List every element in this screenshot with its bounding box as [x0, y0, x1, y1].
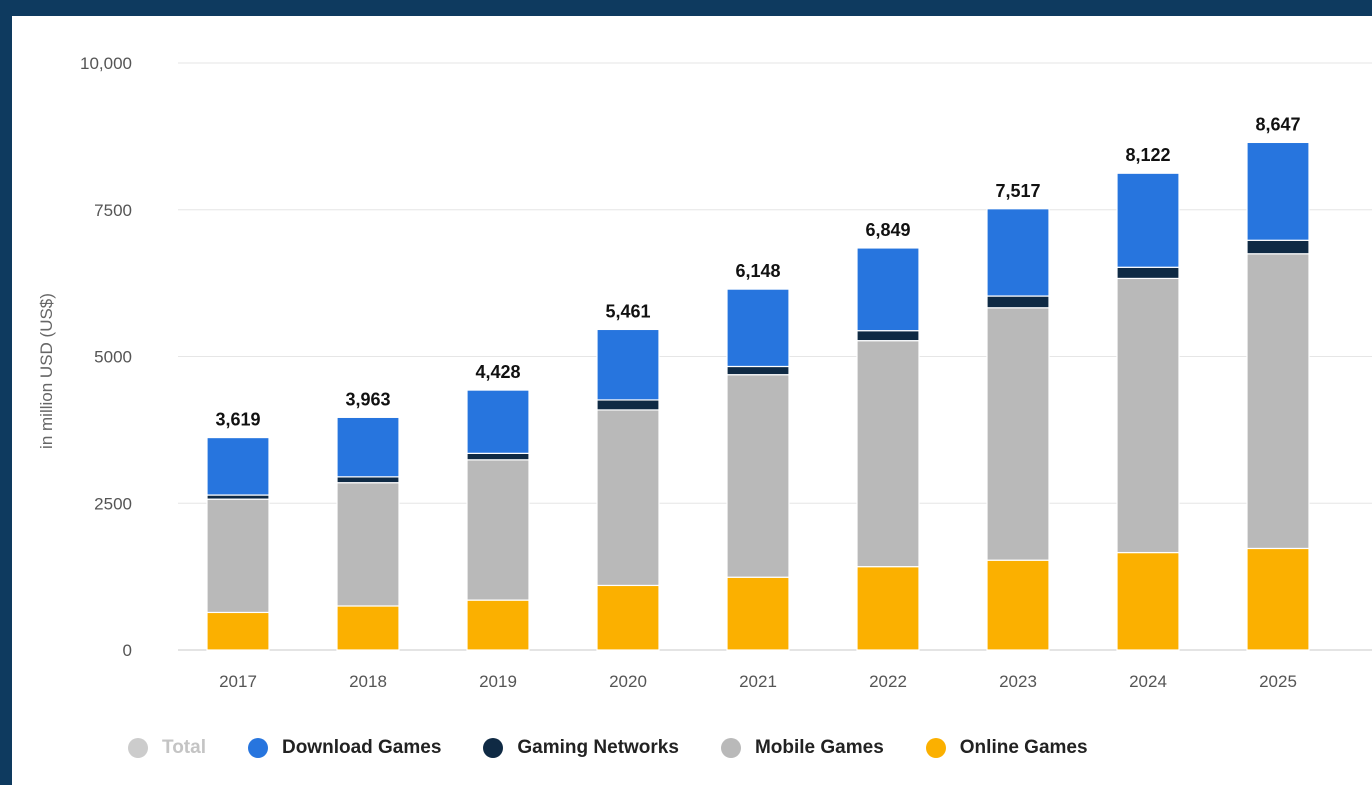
total-value-label: 4,428 — [475, 362, 520, 382]
legend-dot-icon — [925, 738, 946, 758]
bar-segment-download-games — [856, 247, 920, 332]
bar-segment-gaming-networks — [206, 494, 270, 500]
x-tick-label: 2019 — [479, 672, 517, 691]
bar-segment-online-games — [206, 611, 270, 651]
total-value-label: 3,963 — [345, 389, 390, 409]
bar-stack — [1246, 141, 1310, 651]
legend-label: Download Games — [281, 737, 442, 758]
legend-item-mobile-games[interactable]: Mobile Games — [720, 737, 884, 759]
bar-segment-gaming-networks — [726, 365, 790, 376]
bar-segment-gaming-networks — [1246, 239, 1310, 255]
bar-stack — [1116, 172, 1180, 651]
y-tick-label: 5000 — [94, 348, 132, 367]
legend-label: Online Games — [959, 737, 1088, 758]
bar-segment-download-games — [206, 436, 270, 496]
bar-segment-mobile-games — [336, 482, 400, 607]
bar-segment-download-games — [986, 208, 1050, 297]
bar-segment-mobile-games — [856, 340, 920, 568]
bar-segment-mobile-games — [466, 459, 530, 601]
x-tick-label: 2023 — [999, 672, 1037, 691]
bar-segment-gaming-networks — [1116, 266, 1180, 280]
x-tick-label: 2017 — [219, 672, 257, 691]
bar-segment-online-games — [856, 566, 920, 651]
total-value-label: 5,461 — [605, 301, 650, 321]
total-value-label: 8,647 — [1255, 114, 1300, 134]
y-axis-ticks: 0 2500 5000 7500 10,000 — [80, 54, 132, 660]
bar-segment-online-games — [1116, 551, 1180, 651]
total-value-label: 8,122 — [1125, 145, 1170, 165]
bar-segment-online-games — [596, 584, 660, 651]
legend-dot-icon — [483, 738, 504, 758]
bars — [206, 141, 1310, 651]
bar-segment-gaming-networks — [596, 399, 660, 411]
y-tick-label: 7500 — [94, 201, 132, 220]
bar-segment-gaming-networks — [986, 295, 1050, 309]
legend-label: Mobile Games — [754, 737, 884, 758]
bar-stack — [726, 288, 790, 651]
bar-segment-download-games — [336, 416, 400, 478]
bar-segment-online-games — [466, 599, 530, 651]
bar-segment-online-games — [336, 605, 400, 651]
legend-item-download-games[interactable]: Download Games — [247, 737, 442, 759]
total-value-label: 6,148 — [735, 261, 780, 281]
legend-label: Gaming Networks — [517, 737, 679, 758]
y-tick-label: 0 — [123, 641, 132, 660]
bar-stack — [336, 416, 400, 651]
bar-segment-download-games — [1116, 172, 1180, 268]
total-value-label: 6,849 — [865, 220, 910, 240]
bar-segment-mobile-games — [1246, 253, 1310, 550]
y-tick-label: 2500 — [94, 494, 132, 513]
x-tick-label: 2025 — [1259, 672, 1297, 691]
x-tick-label: 2018 — [349, 672, 387, 691]
legend-dot-icon — [247, 738, 268, 758]
y-axis-label: in million USD (US$) — [37, 293, 56, 449]
legend-label: Total — [162, 737, 206, 758]
x-tick-label: 2020 — [609, 672, 647, 691]
bar-segment-download-games — [596, 328, 660, 401]
bar-segment-mobile-games — [726, 374, 790, 578]
legend-item-online-games[interactable]: Online Games — [925, 737, 1088, 759]
bar-segment-mobile-games — [1116, 277, 1180, 554]
x-tick-label: 2022 — [869, 672, 907, 691]
bar-stack — [986, 208, 1050, 651]
legend-dot-icon — [128, 738, 148, 758]
bar-segment-gaming-networks — [856, 330, 920, 342]
x-axis-ticks: 2017 2018 2019 2020 2021 2022 2023 2024 2025 — [219, 672, 1297, 691]
total-labels: 3,619 3,963 4,428 5,461 6,148 6,849 7,517 8,122… — [215, 114, 1300, 429]
bar-stack — [206, 436, 270, 651]
legend-item-gaming-networks[interactable]: Gaming Networks — [483, 737, 679, 759]
bar-segment-mobile-games — [986, 307, 1050, 561]
bar-segment-online-games — [1246, 547, 1310, 651]
bar-segment-gaming-networks — [336, 476, 400, 484]
bar-segment-download-games — [1246, 141, 1310, 241]
legend-item-total[interactable]: Total — [128, 737, 206, 759]
bar-segment-online-games — [986, 559, 1050, 651]
bar-segment-mobile-games — [206, 498, 270, 614]
bar-segment-download-games — [466, 389, 530, 454]
legend-dot-icon — [720, 738, 741, 758]
y-tick-label: 10,000 — [80, 54, 132, 73]
bar-stack — [466, 389, 530, 651]
x-tick-label: 2024 — [1129, 672, 1167, 691]
bar-segment-download-games — [726, 288, 790, 368]
legend: Total Download Games Gaming Networks Mobile… — [128, 733, 1130, 763]
bar-segment-online-games — [726, 576, 790, 651]
bar-stack — [596, 328, 660, 651]
total-value-label: 3,619 — [215, 410, 260, 430]
total-value-label: 7,517 — [995, 181, 1040, 201]
bar-segment-mobile-games — [596, 409, 660, 587]
bar-segment-gaming-networks — [466, 452, 530, 461]
x-tick-label: 2021 — [739, 672, 777, 691]
bar-stack — [856, 247, 920, 651]
chart-panel: 0 2500 5000 7500 10,000 in million USD (US$)… — [12, 16, 1372, 785]
stacked-bar-chart: 0 2500 5000 7500 10,000 in million USD (US$)… — [37, 54, 1372, 691]
